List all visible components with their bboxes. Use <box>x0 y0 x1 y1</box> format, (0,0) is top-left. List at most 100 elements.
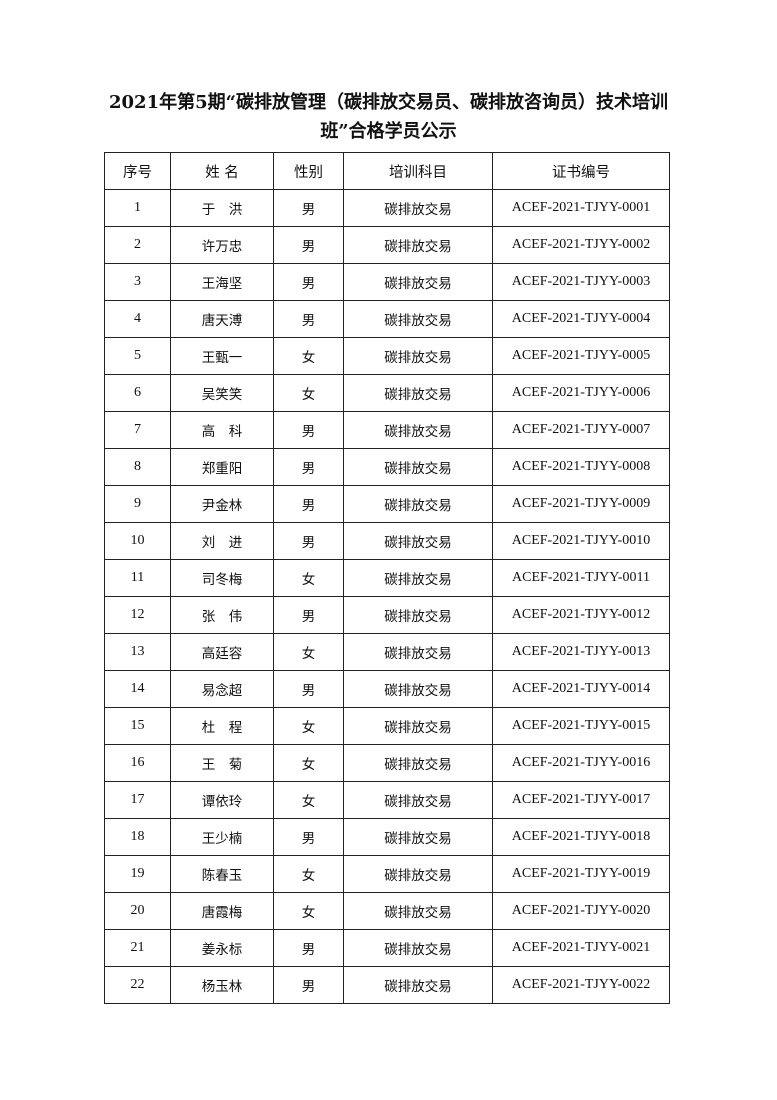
cell-index: 15 <box>104 707 171 745</box>
cell-subject: 碳排放交易 <box>343 929 493 967</box>
cell-gender: 女 <box>273 559 344 597</box>
cell-gender: 男 <box>273 448 344 486</box>
table-row: 15 杜 程女碳排放交易 ACEF-2021-TJYY-0015 <box>104 707 670 745</box>
table-row: 3 王海坚男碳排放交易 ACEF-2021-TJYY-0003 <box>104 263 670 301</box>
table-row: 9 尹金林男碳排放交易 ACEF-2021-TJYY-0009 <box>104 485 670 523</box>
table-row: 21 姜永标男碳排放交易 ACEF-2021-TJYY-0021 <box>104 929 670 967</box>
cell-gender: 男 <box>273 966 344 1004</box>
cell-gender: 女 <box>273 337 344 375</box>
cell-gender: 男 <box>273 929 344 967</box>
cell-index: 6 <box>104 374 171 412</box>
cell-certificate: ACEF-2021-TJYY-0021 <box>492 929 670 967</box>
cell-gender: 女 <box>273 374 344 412</box>
cell-index: 18 <box>104 818 171 856</box>
cell-certificate: ACEF-2021-TJYY-0015 <box>492 707 670 745</box>
cell-certificate: ACEF-2021-TJYY-0017 <box>492 781 670 819</box>
cell-index: 9 <box>104 485 171 523</box>
cell-certificate: ACEF-2021-TJYY-0008 <box>492 448 670 486</box>
table-row: 8 郑重阳男碳排放交易 ACEF-2021-TJYY-0008 <box>104 448 670 486</box>
table-row: 20 唐霞梅女碳排放交易 ACEF-2021-TJYY-0020 <box>104 892 670 930</box>
cell-name: 陈春玉 <box>170 855 274 893</box>
cell-certificate: ACEF-2021-TJYY-0020 <box>492 892 670 930</box>
cell-name: 王甄一 <box>170 337 274 375</box>
cell-subject: 碳排放交易 <box>343 596 493 634</box>
cell-subject: 碳排放交易 <box>343 448 493 486</box>
cell-subject: 碳排放交易 <box>343 892 493 930</box>
cell-subject: 碳排放交易 <box>343 522 493 560</box>
cell-certificate: ACEF-2021-TJYY-0007 <box>492 411 670 449</box>
cell-gender: 男 <box>273 411 344 449</box>
cell-certificate: ACEF-2021-TJYY-0016 <box>492 744 670 782</box>
table-row: 18 王少楠男碳排放交易 ACEF-2021-TJYY-0018 <box>104 818 670 856</box>
cell-name: 王少楠 <box>170 818 274 856</box>
cell-certificate: ACEF-2021-TJYY-0001 <box>492 189 670 227</box>
cell-name: 王 菊 <box>170 744 274 782</box>
cell-name: 郑重阳 <box>170 448 274 486</box>
cell-gender: 女 <box>273 707 344 745</box>
cell-subject: 碳排放交易 <box>343 189 493 227</box>
cell-index: 16 <box>104 744 171 782</box>
cell-gender: 男 <box>273 596 344 634</box>
cell-certificate: ACEF-2021-TJYY-0004 <box>492 300 670 338</box>
cell-index: 7 <box>104 411 171 449</box>
cell-certificate: ACEF-2021-TJYY-0014 <box>492 670 670 708</box>
header-name: 姓 名 <box>170 152 274 190</box>
table-row: 2 许万忠男碳排放交易 ACEF-2021-TJYY-0002 <box>104 226 670 264</box>
cell-name: 杨玉林 <box>170 966 274 1004</box>
cell-certificate: ACEF-2021-TJYY-0019 <box>492 855 670 893</box>
table-row: 6 吴笑笑女碳排放交易 ACEF-2021-TJYY-0006 <box>104 374 670 412</box>
cell-subject: 碳排放交易 <box>343 300 493 338</box>
table-row: 16 王 菊女碳排放交易 ACEF-2021-TJYY-0016 <box>104 744 670 782</box>
cell-gender: 女 <box>273 855 344 893</box>
table-row: 5 王甄一女碳排放交易 ACEF-2021-TJYY-0005 <box>104 337 670 375</box>
cell-subject: 碳排放交易 <box>343 966 493 1004</box>
cell-subject: 碳排放交易 <box>343 263 493 301</box>
cell-gender: 女 <box>273 781 344 819</box>
cell-gender: 男 <box>273 670 344 708</box>
cell-subject: 碳排放交易 <box>343 374 493 412</box>
cell-subject: 碳排放交易 <box>343 559 493 597</box>
cell-subject: 碳排放交易 <box>343 781 493 819</box>
cell-index: 12 <box>104 596 171 634</box>
cell-subject: 碳排放交易 <box>343 707 493 745</box>
header-index: 序号 <box>104 152 171 190</box>
cell-index: 1 <box>104 189 171 227</box>
cell-index: 19 <box>104 855 171 893</box>
cell-name: 张 伟 <box>170 596 274 634</box>
cell-index: 10 <box>104 522 171 560</box>
cell-index: 3 <box>104 263 171 301</box>
table-row: 4 唐天溥男碳排放交易 ACEF-2021-TJYY-0004 <box>104 300 670 338</box>
cell-gender: 男 <box>273 263 344 301</box>
cell-index: 22 <box>104 966 171 1004</box>
cell-name: 吴笑笑 <box>170 374 274 412</box>
cell-subject: 碳排放交易 <box>343 633 493 671</box>
table-header-row: 序号 姓 名 性别 培训科目 证书编号 <box>104 152 670 190</box>
cell-subject: 碳排放交易 <box>343 411 493 449</box>
cell-index: 13 <box>104 633 171 671</box>
table-row: 13 高廷容女碳排放交易 ACEF-2021-TJYY-0013 <box>104 633 670 671</box>
cell-index: 21 <box>104 929 171 967</box>
cell-certificate: ACEF-2021-TJYY-0010 <box>492 522 670 560</box>
cell-name: 易念超 <box>170 670 274 708</box>
cell-subject: 碳排放交易 <box>343 485 493 523</box>
cell-certificate: ACEF-2021-TJYY-0018 <box>492 818 670 856</box>
cell-name: 唐天溥 <box>170 300 274 338</box>
cell-gender: 男 <box>273 485 344 523</box>
cell-name: 姜永标 <box>170 929 274 967</box>
cell-gender: 男 <box>273 189 344 227</box>
cell-index: 4 <box>104 300 171 338</box>
cell-gender: 男 <box>273 818 344 856</box>
cell-index: 20 <box>104 892 171 930</box>
cell-certificate: ACEF-2021-TJYY-0003 <box>492 263 670 301</box>
table-row: 11 司冬梅女碳排放交易 ACEF-2021-TJYY-0011 <box>104 559 670 597</box>
cell-gender: 男 <box>273 522 344 560</box>
cell-name: 王海坚 <box>170 263 274 301</box>
table-row: 17 谭依玲女碳排放交易 ACEF-2021-TJYY-0017 <box>104 781 670 819</box>
cell-index: 11 <box>104 559 171 597</box>
cell-name: 尹金林 <box>170 485 274 523</box>
cell-certificate: ACEF-2021-TJYY-0022 <box>492 966 670 1004</box>
cell-subject: 碳排放交易 <box>343 337 493 375</box>
cell-subject: 碳排放交易 <box>343 226 493 264</box>
